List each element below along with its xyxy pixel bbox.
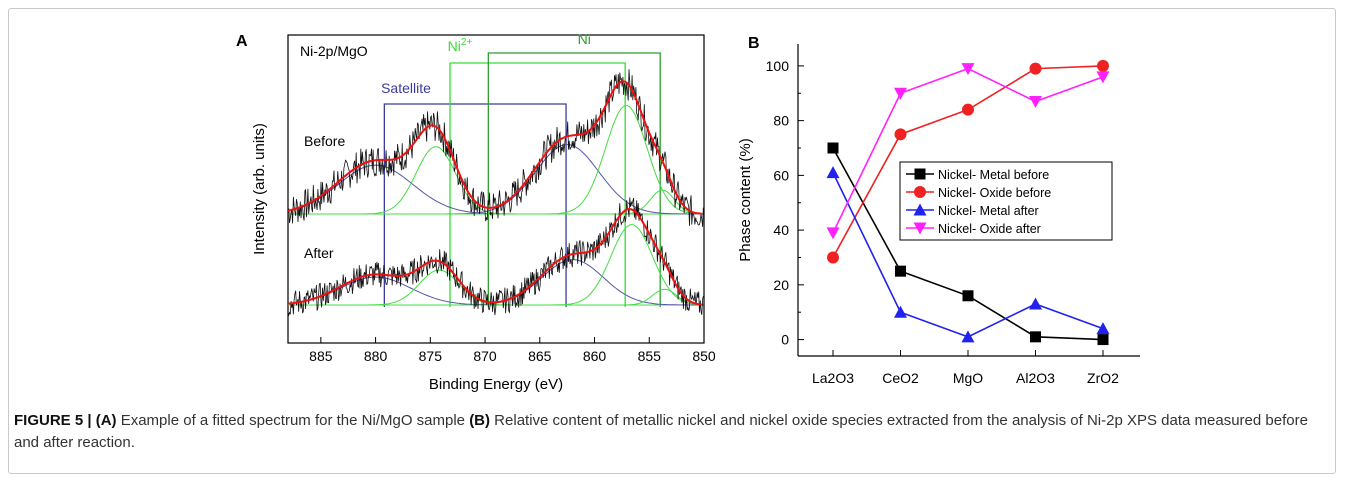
data-point <box>1096 322 1110 335</box>
x-tick-label: 885 <box>309 348 333 364</box>
data-point <box>826 227 840 240</box>
fitted-component <box>288 288 702 306</box>
y-tick-label: 60 <box>773 167 789 183</box>
data-point <box>895 265 906 277</box>
x-tick-label: MgO <box>953 370 983 386</box>
data-point <box>1097 59 1109 72</box>
x-tick-label: 875 <box>419 348 443 364</box>
y-tick-label: 100 <box>766 58 790 74</box>
spectrum-label: Before <box>304 133 345 149</box>
x-tick-label: 870 <box>473 348 497 364</box>
annotation-label: Satellite <box>381 80 431 96</box>
data-point <box>827 142 839 154</box>
data-point <box>894 305 907 318</box>
legend-box <box>899 161 1113 241</box>
x-tick-label: ZrO2 <box>1087 370 1119 386</box>
figure-caption: FIGURE 5 | (A) Example of a fitted spect… <box>14 410 1314 454</box>
data-point <box>1029 62 1042 75</box>
legend-entry: Nickel- Oxide before <box>938 186 1051 200</box>
annotation-bracket <box>449 62 626 307</box>
annotation-superscript: 2+ <box>461 37 473 48</box>
y-tick-label: 20 <box>773 277 789 293</box>
y-axis-label: Phase content (%) <box>737 138 754 261</box>
spectrum-total-fit <box>287 80 702 215</box>
spectrum-label: After <box>304 245 334 261</box>
data-point <box>894 128 907 141</box>
x-tick-label: Al2O3 <box>1016 370 1055 386</box>
data-point <box>1097 334 1109 346</box>
y-tick-label: 40 <box>773 222 789 238</box>
annotation-bracket <box>487 52 661 307</box>
figure-frame <box>8 8 1336 474</box>
data-point <box>962 103 974 116</box>
caption-text-a: Example of a fitted spectrum for the Ni/… <box>116 412 470 429</box>
legend-marker <box>914 168 926 180</box>
y-tick-label: 80 <box>773 113 789 129</box>
panel-b-label: B <box>748 35 760 52</box>
spectrum-total-fit <box>287 207 702 306</box>
panel-a-plot-frame <box>287 34 705 344</box>
data-point <box>1029 95 1042 108</box>
caption-label-b: (B) <box>469 412 491 429</box>
panel-a-title: Ni-2p/MgO <box>300 43 368 59</box>
legend-marker <box>913 203 927 216</box>
data-point <box>894 87 907 100</box>
data-point <box>961 63 975 76</box>
x-tick-label: 855 <box>638 348 662 364</box>
data-point <box>827 251 839 264</box>
y-axis-label: Intensity (arb. units) <box>251 123 268 255</box>
data-point <box>1029 297 1042 310</box>
legend-entry: Nickel- Metal before <box>938 168 1049 182</box>
x-tick-label: 880 <box>364 348 388 364</box>
data-point <box>1096 71 1110 84</box>
x-tick-label: La2O3 <box>812 370 854 386</box>
x-axis-label: Binding Energy (eV) <box>429 376 563 393</box>
fitted-component <box>288 189 702 215</box>
data-point <box>961 330 975 343</box>
legend-entry: Nickel- Oxide after <box>938 222 1041 236</box>
legend-marker <box>914 186 926 198</box>
panel-a-label: A <box>236 33 248 50</box>
spectrum-raw-data <box>287 69 704 227</box>
annotation-label: Ni <box>578 31 591 47</box>
x-tick-label: 860 <box>583 348 607 364</box>
data-point <box>1030 331 1041 343</box>
x-tick-label: CeO2 <box>882 370 919 386</box>
y-tick-label: 0 <box>781 332 789 348</box>
annotation-bracket <box>383 103 567 307</box>
legend-marker <box>913 222 927 235</box>
data-point <box>826 166 840 179</box>
legend-entry: Nickel- Metal after <box>938 204 1039 218</box>
caption-label: FIGURE 5 | (A) <box>14 412 117 429</box>
data-point <box>962 290 974 302</box>
caption-text-b: Relative content of metallic nickel and … <box>14 412 1308 451</box>
x-tick-label: 865 <box>528 348 552 364</box>
x-tick-label: 850 <box>692 348 716 364</box>
